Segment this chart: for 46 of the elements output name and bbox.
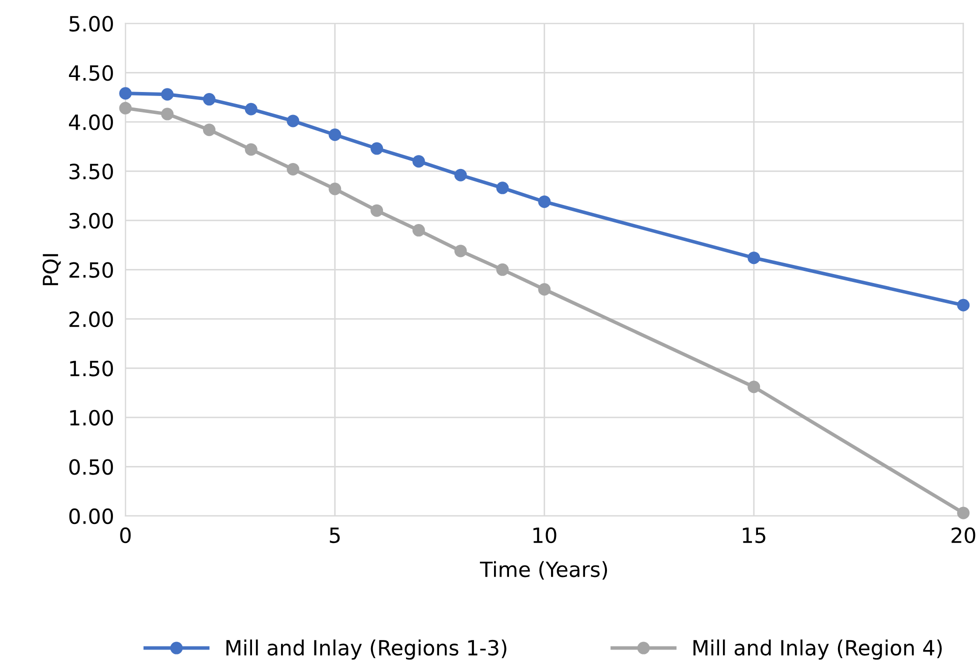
legend-label: Mill and Inlay (Regions 1-3) — [226, 639, 506, 660]
point — [244, 143, 258, 156]
x-tick-label: 5 — [330, 528, 340, 544]
y-tick-label: 0.00 — [69, 508, 113, 524]
y-tick-label: 3.50 — [70, 164, 113, 180]
point — [748, 252, 760, 264]
y-tick-label: 5.00 — [70, 16, 113, 32]
y-tick-label: 2.50 — [69, 262, 113, 278]
x-tick-label: 15 — [742, 528, 766, 544]
point — [328, 128, 342, 141]
point — [496, 182, 509, 194]
y-tick-label: 4.00 — [68, 114, 113, 130]
point — [748, 380, 760, 394]
x-tick-label: 20 — [952, 527, 976, 544]
point — [202, 124, 216, 136]
point — [496, 263, 509, 276]
y-tick-label: 1.00 — [70, 410, 113, 426]
point — [202, 93, 216, 106]
point — [370, 142, 384, 155]
point — [538, 283, 551, 296]
legend-label: Mill and Inlay (Region 4) — [693, 639, 942, 660]
point — [244, 102, 258, 116]
point — [957, 506, 970, 520]
point — [286, 114, 300, 128]
point — [538, 195, 551, 208]
point — [328, 182, 342, 196]
y-tick-label: 2.00 — [69, 311, 113, 328]
y-tick-label: 0.50 — [69, 459, 113, 475]
y-tick-label: 3.00 — [70, 212, 113, 229]
y-tick-label: 4.50 — [68, 65, 113, 81]
y-tick-label: 1.50 — [70, 360, 113, 376]
x-tick-label: 0 — [120, 527, 131, 544]
point — [454, 244, 467, 258]
point — [286, 162, 300, 176]
x-tick-label: 10 — [533, 527, 556, 544]
x-axis-title: Time (Years) — [480, 561, 608, 580]
point — [161, 108, 174, 120]
point — [454, 168, 467, 182]
point — [412, 155, 425, 168]
point — [119, 102, 132, 114]
point — [119, 87, 132, 100]
point — [412, 224, 425, 237]
point — [161, 88, 174, 101]
point — [957, 298, 970, 312]
y-axis-title: PQI — [42, 254, 61, 286]
point — [370, 204, 384, 217]
